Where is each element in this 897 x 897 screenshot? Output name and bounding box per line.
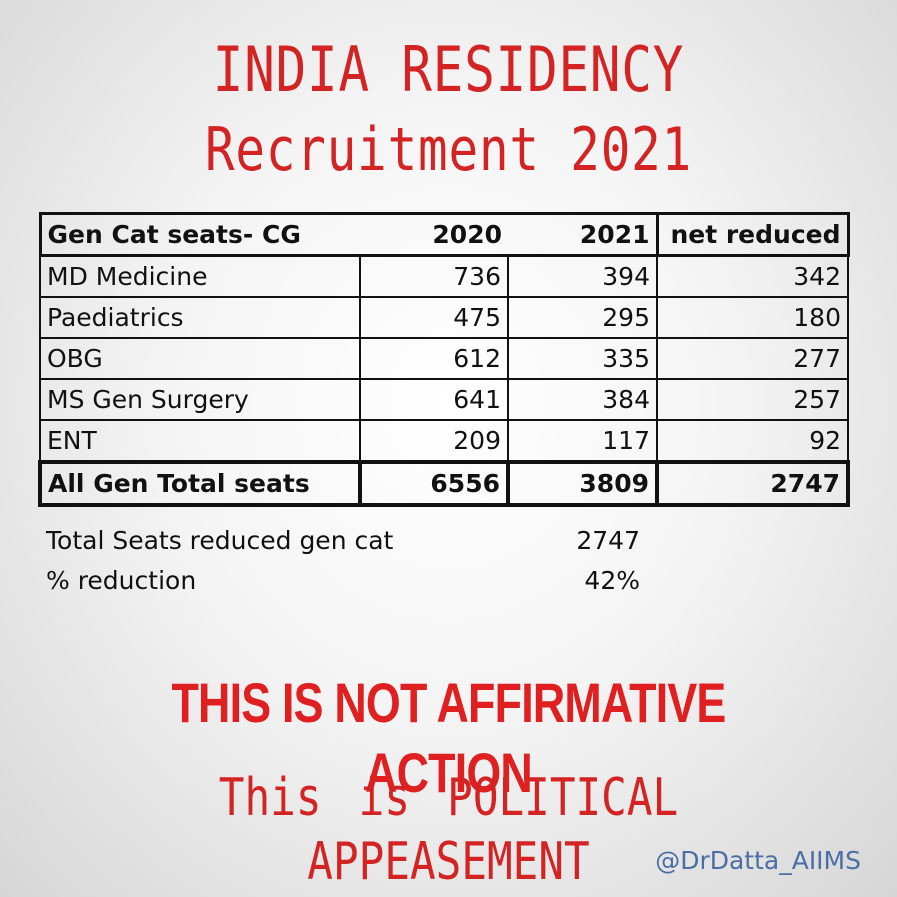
table-row: MS Gen Surgery 641 384 257 [39, 378, 849, 421]
summary-value: 2747 [576, 526, 640, 555]
header-cell-category: Gen Cat seats- CG [38, 212, 360, 257]
cell-2021: 384 [507, 378, 658, 421]
table-total-row: All Gen Total seats 6556 3809 2747 [38, 460, 850, 507]
header-cell-2020: 2020 [360, 212, 508, 257]
seats-table: Gen Cat seats- CG 2020 2021 net reduced … [38, 212, 850, 507]
cell-net-reduced: 342 [656, 254, 849, 298]
cell-2021: 394 [507, 254, 658, 298]
cell-2020: 641 [359, 378, 509, 421]
cell-2020: 736 [359, 254, 509, 298]
row-label: MS Gen Surgery [39, 378, 361, 421]
header-cell-net-reduced: net reduced [655, 212, 850, 257]
cell-2021: 295 [507, 296, 658, 339]
table-header-row: Gen Cat seats- CG 2020 2021 net reduced [38, 212, 850, 257]
row-label: ENT [39, 419, 361, 463]
total-net-reduced: 2747 [655, 460, 850, 507]
cell-2020: 209 [359, 419, 509, 463]
table-row: OBG 612 335 277 [39, 337, 849, 380]
author-handle: @DrDatta_AIIMS [655, 846, 861, 875]
title-line-1: INDIA RESIDENCY [212, 33, 685, 106]
title-line-2: Recruitment 2021 [204, 115, 693, 185]
cell-net-reduced: 257 [656, 378, 849, 421]
cell-2021: 335 [507, 337, 658, 380]
cell-2020: 612 [359, 337, 509, 380]
total-2021: 3809 [506, 460, 659, 507]
total-2020: 6556 [358, 460, 510, 507]
table-row: Paediatrics 475 295 180 [39, 296, 849, 339]
banner-headline: THIS IS NOT AFFIRMATIVE ACTION [171, 671, 726, 804]
table-row: MD Medicine 736 394 342 [39, 254, 849, 298]
summary-label: % reduction [46, 566, 197, 595]
row-label: Paediatrics [39, 296, 361, 339]
total-label: All Gen Total seats [38, 460, 362, 507]
cell-net-reduced: 92 [656, 419, 849, 463]
row-label: MD Medicine [39, 254, 361, 298]
cell-2021: 117 [507, 419, 658, 463]
summary-value: 42% [584, 566, 640, 595]
header-cell-2021: 2021 [508, 212, 657, 257]
cell-net-reduced: 180 [656, 296, 849, 339]
banner-subline: This is POLITICAL APPEASEMENT [218, 768, 679, 892]
cell-net-reduced: 277 [656, 337, 849, 380]
summary-label: Total Seats reduced gen cat [46, 526, 394, 555]
table-row: ENT 209 117 92 [39, 419, 849, 463]
cell-2020: 475 [359, 296, 509, 339]
row-label: OBG [39, 337, 361, 380]
